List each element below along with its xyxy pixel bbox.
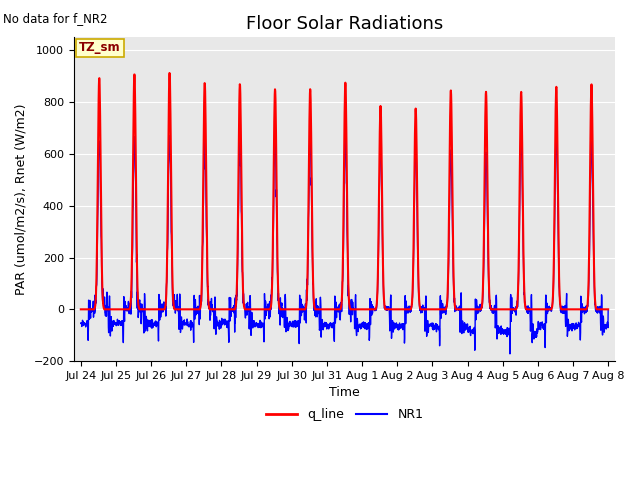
Title: Floor Solar Radiations: Floor Solar Radiations [246, 15, 443, 33]
Legend: q_line, NR1: q_line, NR1 [260, 403, 428, 426]
Text: No data for f_NR2: No data for f_NR2 [3, 12, 108, 25]
X-axis label: Time: Time [329, 386, 360, 399]
Y-axis label: PAR (umol/m2/s), Rnet (W/m2): PAR (umol/m2/s), Rnet (W/m2) [15, 104, 28, 295]
Text: TZ_sm: TZ_sm [79, 41, 121, 55]
